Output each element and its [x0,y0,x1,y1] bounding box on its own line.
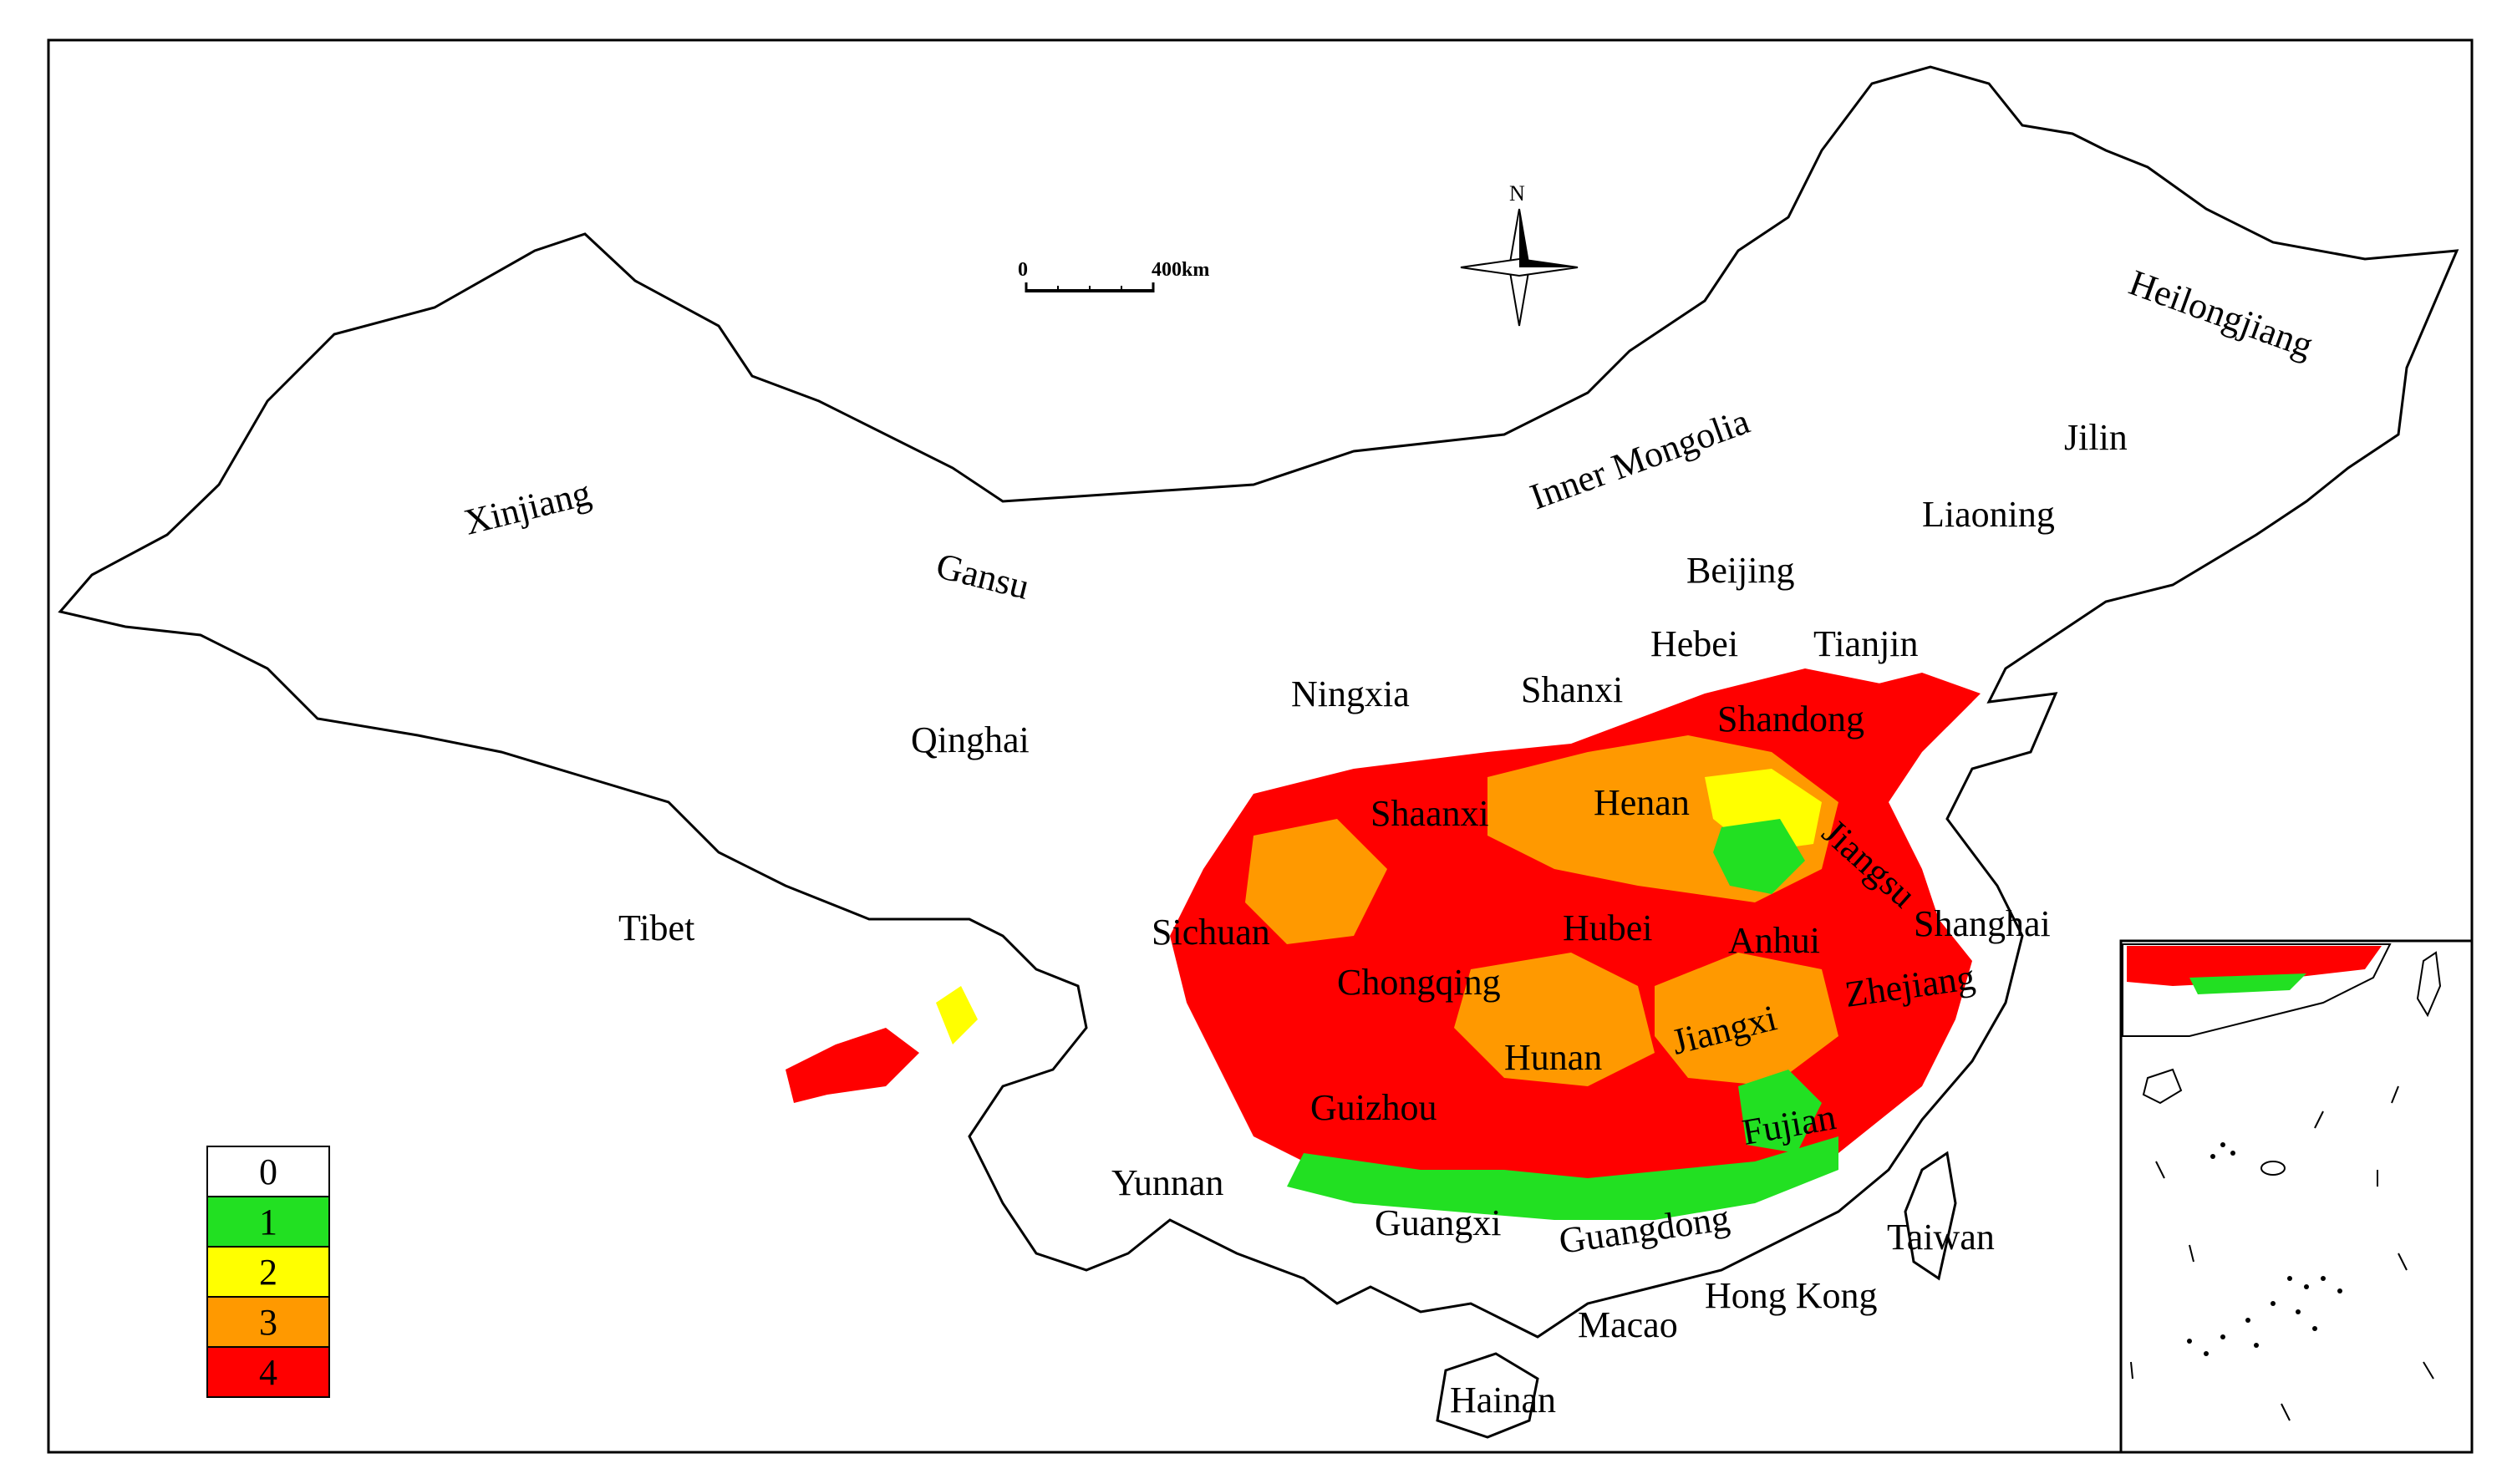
province-label-taiwan: Taiwan [1887,1217,1995,1258]
province-label-hebei: Hebei [1650,623,1738,664]
zone-class-3-central [1454,953,1655,1086]
zone-class-2-tibet-south [936,986,978,1044]
province-label-henan: Henan [1594,782,1690,823]
zone-class-1-north [1713,819,1805,894]
inset-map [2119,939,2474,1454]
province-label-anhui: Anhui [1728,920,1820,961]
zone-class-1-south [1287,1136,1838,1220]
inset-taiwan [2416,951,2442,1018]
inset-island [2260,1161,2286,1176]
legend-swatch-4 [206,1346,330,1398]
province-label-tibet: Tibet [618,907,694,948]
legend-label-2: 2 [259,1252,277,1293]
legend-swatch-3 [206,1296,330,1348]
legend: 0 1 2 3 4 [206,1146,330,1398]
inset-suitability-band-green [2189,973,2306,994]
province-label-guizhou: Guizhou [1310,1087,1437,1128]
province-label-hunan: Hunan [1504,1037,1602,1078]
province-label-shanghai: Shanghai [1914,903,2051,944]
taiwan-island [1904,1151,1957,1281]
zone-class-3-west [1245,819,1387,944]
legend-label-1: 1 [259,1202,277,1243]
north-label: N [1509,181,1525,206]
inset-suitability-band [2127,946,2382,986]
province-label-shaanxi: Shaanxi [1370,793,1489,834]
province-label-ningxia: Ningxia [1291,673,1410,714]
province-label-liaoning: Liaoning [1922,494,2055,535]
province-label-shandong: Shandong [1717,699,1864,739]
suitability-overlay [786,668,1981,1220]
scale-start: 0 [1018,259,1028,281]
province-label-yunnan: Yunnan [1111,1162,1223,1203]
legend-label-4: 4 [259,1352,277,1393]
province-label-hong-kong: Hong Kong [1705,1275,1878,1316]
zone-class-3-east [1655,953,1838,1086]
inset-islands-dots [2187,1142,2342,1356]
province-label-jilin: Jilin [2064,417,2128,458]
province-label-hainan: Hainan [1450,1380,1556,1420]
province-label-guangxi: Guangxi [1375,1202,1502,1243]
province-label-shanxi: Shanxi [1521,669,1623,710]
zone-class-4-shandong [1864,673,1981,735]
province-label-macao: Macao [1578,1304,1678,1345]
province-label-qinghai: Qinghai [911,719,1030,760]
zone-class-4-tibet-south [786,1028,919,1103]
province-label-hubei: Hubei [1563,907,1653,948]
province-label-beijing: Beijing [1686,550,1795,591]
zone-class-1-fujian [1738,1070,1822,1153]
legend-swatch-0 [206,1146,330,1197]
province-label-chongqing: Chongqing [1337,962,1501,1003]
scale-bar: 0 400km [1018,259,1209,292]
legend-label-0: 0 [259,1151,277,1192]
province-label-sichuan: Sichuan [1152,912,1270,953]
legend-label-3: 3 [259,1302,277,1343]
scale-end: 400km [1152,259,1209,281]
hainan-island [1436,1352,1539,1439]
inset-hainan [2142,1068,2183,1105]
province-label-tianjin: Tianjin [1813,623,1919,664]
legend-swatch-2 [206,1246,330,1298]
north-arrow: N [1460,181,1579,327]
